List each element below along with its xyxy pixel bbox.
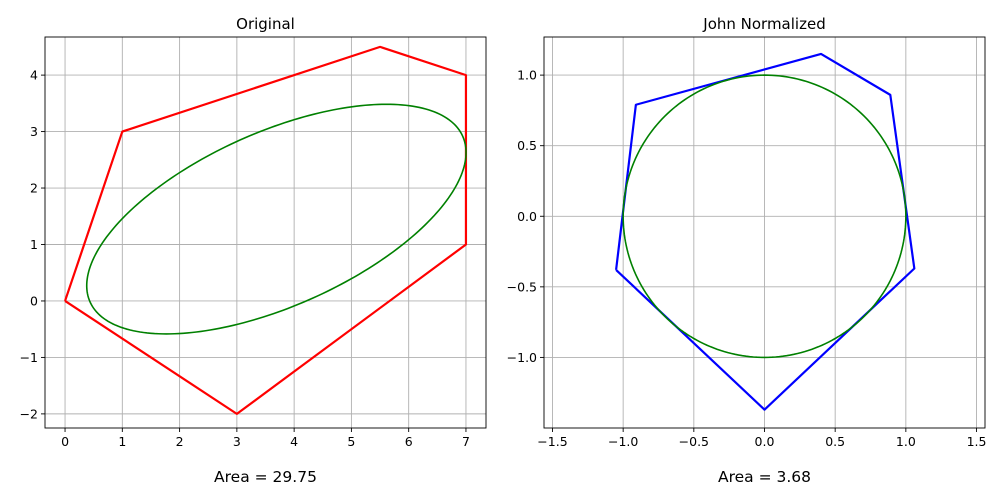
john-x-tick-label: 0.0 [755,434,775,449]
original-area-annotation: Area = 29.75 [214,468,317,486]
original-panel: 0 1 2 3 4 5 6 7 −2 −1 0 1 2 3 4 Original Area = 29.75 [20,15,487,486]
original-x-tick-label: 6 [405,434,413,449]
john-polygon-series [614,52,916,411]
john-y-tick-label: 1.0 [517,68,537,83]
john-y-tick-label: 0.5 [517,138,537,153]
john-y-tick-label: 0.0 [517,209,537,224]
original-y-tick-label: 1 [30,237,38,252]
original-y-tick-label: 0 [30,293,38,308]
original-chart-title: Original [236,15,295,33]
original-y-tick-label: 3 [30,124,38,139]
original-x-tick-label: 7 [462,434,470,449]
original-axes-frame [44,36,487,429]
john-y-tick-label: −1.0 [507,350,537,365]
original-y-tick-label: 4 [30,68,38,83]
john-ellipse-series [622,74,907,359]
original-x-tick-label: 3 [233,434,241,449]
john-x-tick-label: −1.0 [608,434,638,449]
original-ellipse-series [85,103,467,335]
original-x-tick-label: 2 [176,434,184,449]
original-x-tick-label: 1 [118,434,126,449]
original-y-tick-label: −2 [20,406,38,421]
original-y-tick-label: 2 [30,181,38,196]
john-x-tick-label: 0.5 [825,434,845,449]
original-y-tick-label: −1 [20,350,38,365]
john-x-tick-label: −1.5 [537,434,567,449]
original-x-tick-label: 5 [347,434,355,449]
john-x-tick-label: 1.5 [967,434,987,449]
john-x-tick-label: −0.5 [679,434,709,449]
john-area-annotation: Area = 3.68 [718,468,811,486]
original-x-tick-label: 0 [61,434,69,449]
john-y-tick-label: −0.5 [507,279,537,294]
john-x-tick-label: 1.0 [896,434,916,449]
original-x-tick-label: 4 [290,434,298,449]
john-panel: −1.5 −1.0 −0.5 0.0 0.5 1.0 1.5 −1.0 −0.5 0.0 0.5 1.… [507,15,987,486]
john-chart-title: John Normalized [702,15,825,33]
original-polygon-series [64,45,468,415]
